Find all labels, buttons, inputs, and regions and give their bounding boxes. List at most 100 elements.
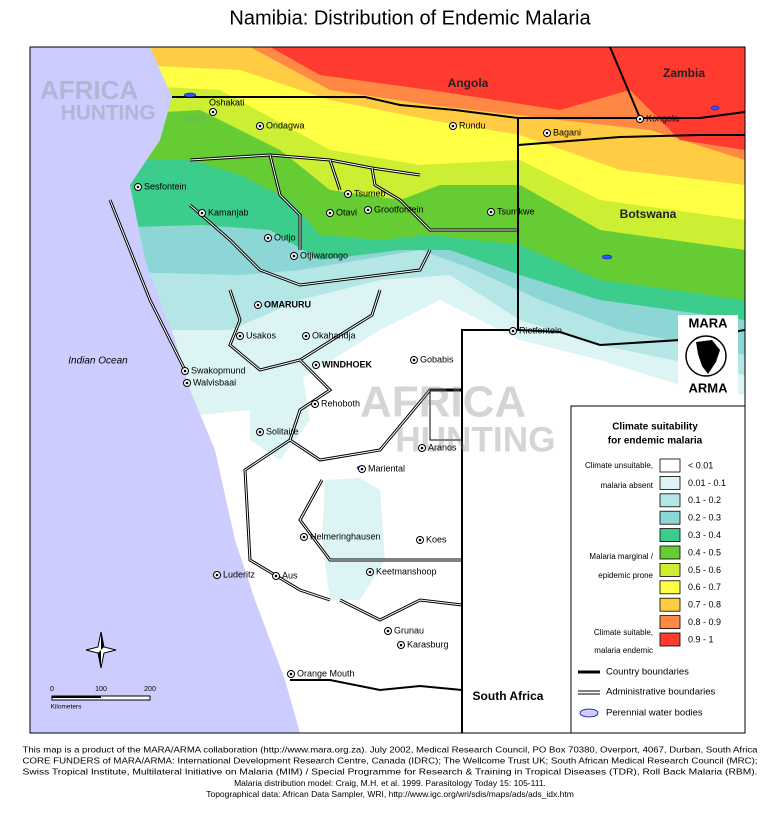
footer-line: Malaria distribution model: Craig, M.H. … [234,778,546,788]
legend-swatch [659,597,681,612]
town-dot [136,185,140,189]
town-dot [185,381,189,385]
town-dot [302,535,306,539]
overlay: Angola Zambia Botswana South Africa Indian O… [23,66,758,799]
legend-boundary-label: Perennial water bodies [606,708,703,719]
town-label: Tsumeb [354,188,386,198]
town-dot [412,358,416,362]
country-label: Angola [448,76,489,90]
town-label: Keetmanshoop [376,566,437,576]
scale-bar-fill [52,696,101,698]
legend-swatch [659,510,681,525]
legend-swatch [659,458,681,473]
admin-boundary-inner [339,599,463,621]
town-label: Aranos [428,442,457,452]
admin-boundary-inner [299,479,462,561]
legend-title: for endemic malaria [608,436,703,447]
town-dot [215,573,219,577]
town-label: Luderitz [223,569,256,579]
legend-group-label: Climate unsuitable, [585,461,653,470]
legend-swatch [659,528,681,542]
legend-group-label: malaria absent [601,481,654,490]
watermark: AFRICA [40,75,138,105]
watermark: HUNTING [395,421,555,460]
admin-boundary-inner [269,154,301,250]
town-dot [328,211,332,215]
district-box [429,389,463,441]
town-dot [304,334,308,338]
scale-tick-label: 200 [144,686,156,693]
climate-band [270,47,745,150]
admin-boundary-inner [371,167,518,231]
scale-tick-label: 100 [95,686,107,693]
town-dot [289,672,293,676]
town-dot [420,446,424,450]
legend-title: Climate suitability [612,422,698,433]
town-label: Ondagwa [266,120,305,130]
legend-group-label: Malaria marginal / [589,552,653,561]
country-label: Zambia [663,66,705,80]
town-dot [258,124,262,128]
country-boundary [290,145,519,692]
watermark: .com [180,112,206,125]
town-label: WINDHOEK [322,359,372,369]
country-boundary [517,118,745,147]
town-dot [256,303,260,307]
country-label: South Africa [473,689,544,703]
logo-bottom: ARMA [689,380,729,395]
legend-label: < 0.01 [688,460,713,470]
legend-swatch [659,615,681,629]
admin-boundary-inner [189,204,431,286]
map-frame [29,46,746,734]
town-dot [638,117,642,121]
town-dot [266,236,270,240]
town-label: Helmeringhausen [310,531,381,541]
legend-swatch [659,545,681,560]
town-dot [211,110,215,114]
town-label: Rietfontein [519,325,562,335]
footer-line: Topographical data: African Data Sampler… [206,789,574,799]
town-label: Swakopmund [191,365,246,375]
town-dot [545,131,549,135]
town-dot [399,643,403,647]
town-dot [418,538,422,542]
legend-label: 0.5 - 0.6 [688,565,721,575]
town-dot [368,570,372,574]
town-label: Aus [282,570,298,580]
legend-label: 0.4 - 0.5 [688,547,721,557]
town-label: Outjo [274,232,296,242]
watermark: HUNTING [61,102,156,125]
town-label: Sesfontein [144,181,187,191]
legend-box [570,405,746,734]
legend-group-label: malaria endemic [594,646,653,655]
water-body [710,105,720,111]
town-dot [183,369,187,373]
admin-boundary-inner [329,159,341,191]
town-dot [511,329,515,333]
town-label: Koes [426,534,447,544]
town-label: Gobabis [420,354,454,364]
legend-label: 0.01 - 0.1 [688,478,726,488]
town-label: Kamanjab [208,207,249,217]
town-dot [238,334,242,338]
town-label: Tsumkwe [497,206,535,216]
water-body [601,254,613,260]
town-dot [386,629,390,633]
legend-boundary-label: Country boundaries [606,667,689,678]
legend-label: 0.1 - 0.2 [688,495,721,505]
town-dot [346,192,350,196]
logo-top: MARA [689,315,729,330]
town-label: Grootfontein [374,204,424,214]
town-label: Kongola [646,113,679,123]
town-label: Usakos [246,330,277,340]
town-label: Okahandja [312,330,356,340]
town-label: Solitaire [266,426,299,436]
town-dot [274,574,278,578]
watermark: AFRICA [360,378,526,427]
legend-swatch [659,493,681,508]
admin-boundary-inner [244,439,331,601]
town-dot [258,430,262,434]
town-label: Mariental [368,463,405,473]
town-label: Rundu [459,120,486,130]
